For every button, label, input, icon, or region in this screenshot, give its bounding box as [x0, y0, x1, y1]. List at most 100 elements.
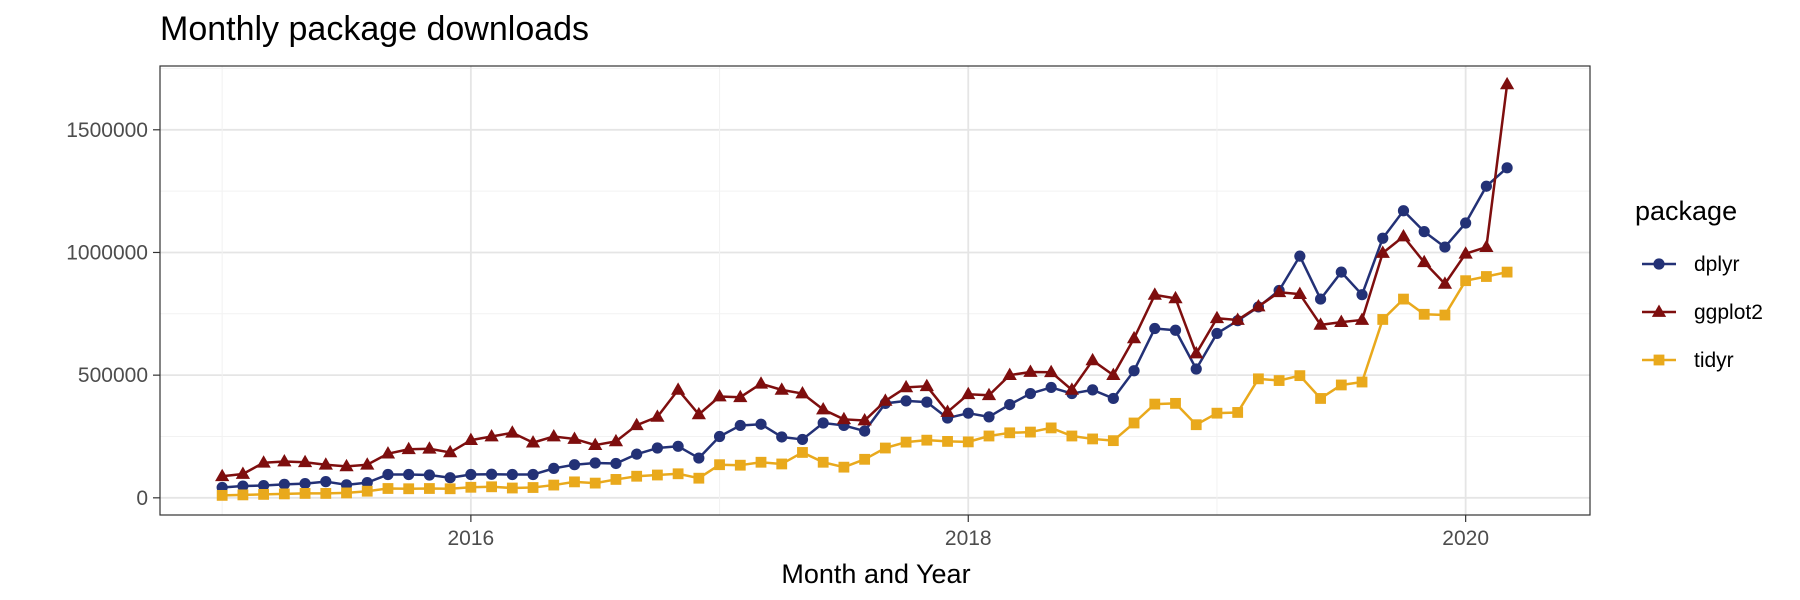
data-point-tidyr — [216, 489, 228, 501]
y-tick-label: 1000000 — [66, 241, 148, 264]
data-point-dplyr — [755, 418, 767, 430]
data-point-ggplot2 — [256, 455, 271, 468]
data-point-dplyr — [1480, 180, 1492, 192]
data-point-tidyr — [1045, 422, 1057, 434]
data-point-tidyr — [714, 459, 725, 471]
data-point-tidyr — [1253, 373, 1264, 385]
data-point-tidyr — [465, 481, 477, 493]
data-point-ggplot2 — [650, 409, 665, 422]
data-point-tidyr — [1294, 370, 1306, 382]
data-point-tidyr — [1087, 433, 1099, 445]
data-point-ggplot2 — [961, 386, 976, 400]
data-point-dplyr — [1004, 398, 1016, 411]
data-point-dplyr — [1169, 324, 1182, 336]
grid-lines — [160, 66, 1590, 515]
data-point-tidyr — [962, 436, 974, 448]
data-point-tidyr — [237, 489, 249, 501]
data-point-tidyr — [672, 468, 684, 480]
data-point-dplyr — [299, 477, 311, 490]
data-point-ggplot2 — [733, 389, 748, 403]
data-point-tidyr — [403, 483, 415, 495]
data-point-tidyr — [1315, 393, 1326, 404]
data-point-ggplot2 — [484, 428, 499, 442]
data-point-tidyr — [1211, 407, 1223, 419]
data-point-tidyr — [299, 488, 311, 499]
data-point-ggplot2 — [712, 388, 727, 402]
y-tick-label: 1500000 — [66, 119, 148, 142]
data-point-ggplot2 — [981, 387, 997, 401]
data-point-dplyr — [1024, 387, 1037, 400]
data-point-dplyr — [568, 459, 581, 471]
data-point-dplyr — [361, 477, 373, 489]
data-point-tidyr — [1480, 271, 1492, 282]
data-point-ggplot2 — [1168, 290, 1183, 304]
data-point-tidyr — [486, 481, 497, 493]
data-point-tidyr — [1356, 376, 1368, 388]
data-point-ggplot2 — [774, 382, 789, 395]
legend-label: dplyr — [1694, 253, 1740, 276]
data-point-dplyr — [1211, 327, 1223, 340]
data-point-ggplot2 — [505, 425, 520, 438]
data-point-tidyr — [382, 483, 394, 494]
data-point-tidyr — [693, 472, 705, 484]
y-tick-label: 500000 — [78, 364, 148, 387]
data-point-ggplot2 — [1230, 312, 1245, 325]
data-point-dplyr — [1128, 365, 1140, 377]
data-point-tidyr — [258, 488, 270, 500]
data-point-dplyr — [589, 457, 601, 469]
data-point-ggplot2 — [1417, 254, 1432, 268]
data-point-tidyr — [527, 482, 539, 493]
data-point-tidyr — [506, 482, 518, 494]
data-point-ggplot2 — [878, 393, 893, 406]
data-point-dplyr — [1439, 241, 1451, 253]
data-point-ggplot2 — [339, 458, 354, 472]
x-tick-label: 2020 — [1442, 527, 1489, 550]
data-point-dplyr — [1501, 162, 1513, 174]
data-point-tidyr — [900, 436, 912, 448]
data-point-tidyr — [1501, 266, 1513, 278]
data-point-dplyr — [776, 431, 788, 443]
data-point-ggplot2 — [1375, 245, 1390, 258]
data-point-dplyr — [1149, 322, 1161, 335]
data-point-tidyr — [651, 469, 663, 481]
data-point-ggplot2 — [1126, 330, 1142, 344]
data-point-dplyr — [672, 440, 684, 452]
data-point-tidyr — [361, 485, 373, 497]
data-point-tidyr — [1418, 308, 1430, 320]
data-point-ggplot2 — [1147, 287, 1162, 300]
data-point-dplyr — [465, 468, 477, 481]
data-point-tidyr — [278, 488, 290, 500]
data-point-dplyr — [796, 433, 809, 446]
data-point-tidyr — [1460, 275, 1472, 287]
data-point-dplyr — [693, 452, 705, 464]
data-point-dplyr — [713, 430, 726, 443]
data-point-ggplot2 — [360, 457, 375, 470]
legend-swatch-marker — [1653, 258, 1665, 270]
data-point-ggplot2 — [1334, 314, 1349, 328]
data-point-ggplot2 — [898, 379, 914, 393]
data-point-tidyr — [610, 474, 622, 485]
data-point-dplyr — [1377, 232, 1389, 244]
data-point-tidyr — [1190, 419, 1202, 431]
data-point-dplyr — [1335, 266, 1347, 278]
legend-item-ggplot2: ggplot2 — [1642, 301, 1763, 324]
data-point-dplyr — [1314, 293, 1327, 305]
data-point-dplyr — [320, 476, 332, 488]
data-point-ggplot2 — [1458, 246, 1473, 259]
data-point-tidyr — [797, 447, 808, 458]
data-point-ggplot2 — [215, 468, 230, 482]
data-point-dplyr — [1107, 392, 1119, 405]
data-point-dplyr — [962, 407, 974, 419]
data-point-dplyr — [423, 469, 436, 481]
data-point-ggplot2 — [1292, 286, 1307, 300]
data-point-dplyr — [527, 468, 539, 481]
data-point-dplyr — [734, 419, 746, 432]
data-point-tidyr — [1398, 293, 1409, 305]
data-point-ggplot2 — [1251, 298, 1266, 312]
series-tidyr — [216, 266, 1513, 501]
data-point-dplyr — [548, 462, 560, 474]
data-point-dplyr — [610, 457, 622, 470]
data-point-dplyr — [258, 479, 270, 492]
data-point-tidyr — [921, 434, 933, 446]
